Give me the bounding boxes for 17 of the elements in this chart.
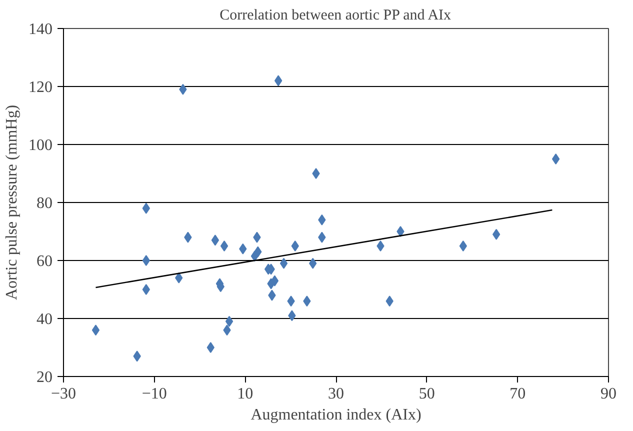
chart-title: Correlation between aortic PP and AIx	[220, 8, 452, 24]
y-tick-label: 60	[36, 253, 52, 270]
x-tick-label: −30	[50, 386, 76, 402]
y-tick-label: 140	[28, 21, 52, 38]
x-tick-label: 50	[418, 386, 435, 402]
y-tick-label: 40	[36, 311, 52, 328]
y-tick-label: 120	[28, 79, 52, 96]
x-tick-label: 90	[600, 386, 616, 402]
y-tick-label: 100	[28, 137, 52, 154]
x-axis-title: Augmentation index (AIx)	[250, 406, 422, 424]
x-tick-label: 10	[237, 386, 254, 402]
x-tick-label: 70	[510, 386, 526, 402]
y-tick-label: 80	[36, 195, 52, 212]
y-tick-label: 20	[36, 369, 52, 386]
y-axis-title: Aortic pulse pressure (mmHg)	[4, 104, 20, 300]
x-tick-label: −10	[142, 386, 167, 402]
x-tick-label: 30	[328, 386, 344, 402]
